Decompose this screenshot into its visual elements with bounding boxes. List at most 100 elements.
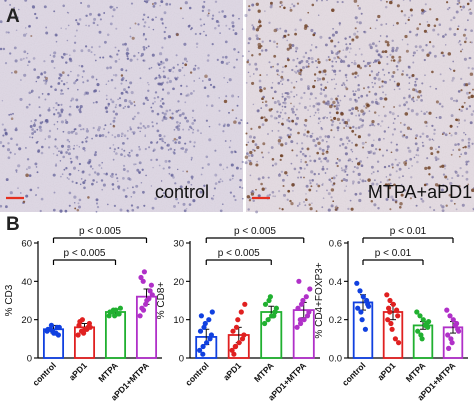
data-point — [295, 305, 301, 311]
data-point — [296, 278, 302, 284]
y-tick-label: 60 — [21, 239, 32, 250]
data-point — [110, 307, 116, 313]
x-tick-label: MTPA — [252, 360, 276, 384]
chart-3: 0.00.20.40.6% CD4+FOXP3+control aPD1 MTPAa… — [314, 226, 468, 403]
data-point — [138, 274, 144, 281]
data-point — [198, 313, 204, 319]
data-point — [395, 313, 401, 319]
bar — [260, 311, 283, 359]
data-point — [206, 317, 212, 323]
micrograph-label-treated: MTPA+aPD1 — [368, 182, 472, 202]
y-tick-label: 0.6 — [329, 239, 342, 250]
data-point — [242, 301, 248, 307]
data-point — [452, 322, 458, 328]
data-point — [45, 326, 51, 332]
x-tick-label: control — [183, 360, 210, 387]
data-point — [360, 294, 366, 300]
data-point — [307, 286, 313, 292]
data-point — [200, 343, 206, 350]
data-point — [366, 303, 372, 309]
data-point — [384, 292, 390, 298]
panel-a-letter: A — [6, 6, 20, 27]
panel-a: A control MTPA+aPD1 — [0, 0, 474, 214]
data-point — [81, 330, 87, 336]
micrograph-control — [0, 0, 244, 213]
y-axis-label: % CD8+ — [156, 282, 167, 320]
data-point — [197, 347, 203, 353]
significance-label: p < 0.005 — [218, 248, 260, 259]
significance-label: p < 0.005 — [234, 226, 276, 237]
x-tick-label: control — [30, 360, 57, 387]
data-point — [77, 319, 83, 325]
x-tick-label: MTPA — [96, 360, 120, 384]
data-point — [75, 332, 81, 338]
data-point — [456, 328, 462, 334]
data-point — [115, 311, 121, 317]
data-point — [390, 301, 396, 307]
data-point — [387, 309, 393, 315]
data-point — [362, 326, 368, 332]
data-point — [298, 320, 304, 327]
significance-label: p < 0.005 — [79, 226, 121, 237]
data-point — [420, 317, 426, 323]
data-point — [394, 307, 400, 313]
data-point — [267, 294, 273, 300]
data-point — [208, 332, 214, 338]
y-tick-label: 0.2 — [329, 315, 342, 326]
data-point — [388, 320, 394, 327]
data-point — [236, 340, 242, 346]
panel-b-letter: B — [6, 214, 20, 235]
significance-label: p < 0.005 — [64, 248, 106, 259]
data-point — [419, 336, 425, 342]
data-point — [417, 313, 423, 319]
data-point — [265, 317, 271, 323]
data-point — [53, 330, 59, 336]
data-point — [300, 297, 306, 304]
data-point — [200, 351, 206, 357]
y-axis-label: % CD3 — [4, 284, 15, 316]
data-point — [149, 292, 155, 298]
y-axis-label: % CD4+FOXP3+ — [314, 262, 325, 338]
data-point — [301, 317, 307, 323]
data-point — [396, 340, 402, 346]
x-tick-label: aPD1 — [375, 360, 397, 382]
data-point — [48, 322, 55, 328]
data-point — [229, 347, 235, 353]
y-tick-label: 0 — [27, 354, 32, 365]
data-point — [143, 301, 149, 307]
x-tick-label: aPD1 — [221, 360, 243, 382]
data-point — [139, 305, 145, 311]
micrograph-label-control: control — [155, 182, 209, 202]
data-point — [273, 305, 279, 311]
data-point — [147, 288, 153, 294]
data-point — [297, 317, 303, 323]
data-point — [306, 309, 312, 315]
data-point — [148, 282, 154, 288]
data-point — [387, 297, 393, 304]
data-point — [392, 336, 398, 342]
data-point — [445, 332, 451, 338]
data-point — [117, 305, 123, 311]
data-point — [235, 317, 241, 323]
y-tick-label: 30 — [173, 239, 184, 250]
data-point — [450, 317, 456, 323]
data-point — [385, 317, 391, 323]
y-tick-label: 40 — [21, 277, 32, 288]
significance-label: p < 0.01 — [390, 226, 427, 237]
data-point — [354, 280, 360, 286]
data-point — [271, 313, 277, 319]
y-tick-label: 10 — [173, 315, 184, 326]
data-point — [233, 324, 240, 330]
data-point — [358, 309, 364, 315]
data-point — [422, 322, 428, 328]
data-point — [415, 328, 421, 334]
data-point — [209, 309, 215, 315]
data-point — [56, 324, 62, 330]
y-tick-label: 0.0 — [329, 354, 342, 365]
data-point — [389, 326, 395, 332]
data-point — [87, 324, 93, 330]
data-point — [202, 320, 208, 327]
data-point — [204, 340, 210, 346]
